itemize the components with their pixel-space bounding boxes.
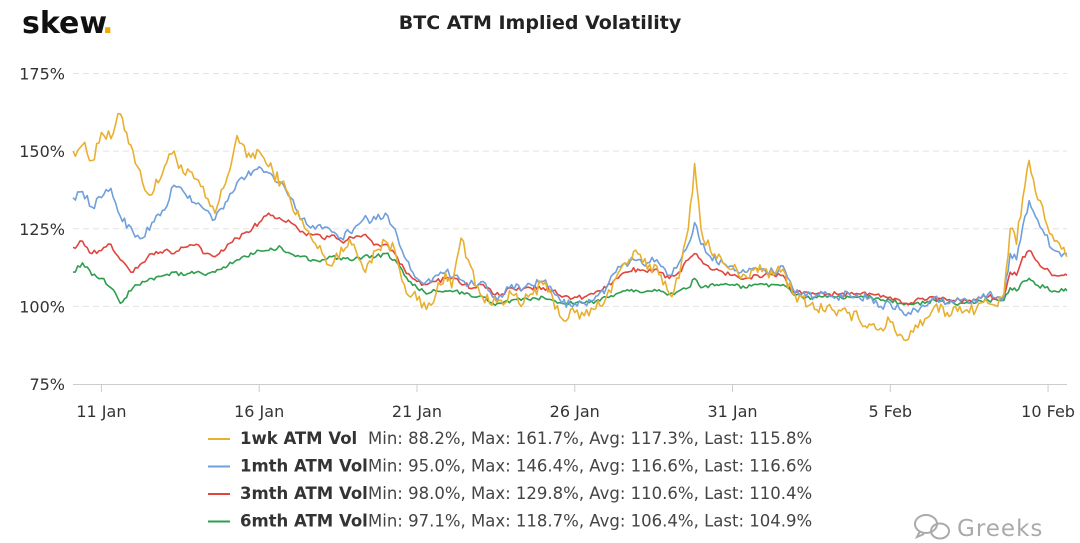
- series-line-1mth: [72, 165, 1067, 317]
- skew-logo: skew .: [22, 6, 113, 41]
- legend-series-name: 1wk ATM Vol: [240, 429, 357, 448]
- x-tick-label: 16 Jan: [234, 402, 284, 421]
- series-line-3mth: [72, 212, 1068, 306]
- logo-text: skew: [22, 6, 107, 41]
- x-tick-label: 26 Jan: [550, 402, 600, 421]
- logo-dot: .: [102, 6, 113, 41]
- x-tick-label: 21 Jan: [392, 402, 442, 421]
- y-tick-label: 150%: [19, 142, 65, 161]
- y-tick-label: 100%: [19, 297, 65, 316]
- x-axis: 11 Jan 16 Jan 21 Jan 26 Jan 31 Jan 5 Feb 10 Fe…: [73, 384, 1075, 421]
- legend-series-name: 6mth ATM Vol: [240, 512, 368, 531]
- series-lines: [72, 112, 1068, 342]
- y-tick-label: 175%: [19, 65, 65, 84]
- series-line-6mth: [72, 245, 1068, 306]
- chart-title: BTC ATM Implied Volatility: [399, 12, 682, 34]
- legend-series-stats: Min: 98.0%, Max: 129.8%, Avg: 110.6%, La…: [368, 484, 812, 503]
- watermark: Greeks: [914, 514, 1043, 542]
- x-tick-label: 5 Feb: [868, 402, 912, 421]
- legend-series-name: 3mth ATM Vol: [240, 484, 368, 503]
- legend-series-stats: Min: 88.2%, Max: 161.7%, Avg: 117.3%, La…: [368, 429, 812, 448]
- x-tick-label: 11 Jan: [76, 402, 126, 421]
- legend-series-name: 1mth ATM Vol: [240, 457, 368, 476]
- x-tick-label: 10 Feb: [1021, 402, 1075, 421]
- series-line-1wk: [72, 112, 1068, 342]
- grid-lines: [73, 73, 1067, 307]
- wechat-icon: [914, 514, 950, 540]
- legend-series-stats: Min: 97.1%, Max: 118.7%, Avg: 106.4%, La…: [368, 512, 812, 531]
- legend: 1wk ATM Vol Min: 88.2%, Max: 161.7%, Avg:…: [208, 429, 812, 531]
- y-tick-label: 125%: [19, 220, 65, 239]
- legend-series-stats: Min: 95.0%, Max: 146.4%, Avg: 116.6%, La…: [368, 457, 812, 476]
- y-axis-ticks: 75% 100% 125% 150% 175%: [19, 65, 65, 394]
- watermark-text: Greeks: [957, 516, 1043, 542]
- x-tick-label: 31 Jan: [707, 402, 757, 421]
- y-tick-label: 75%: [29, 375, 65, 394]
